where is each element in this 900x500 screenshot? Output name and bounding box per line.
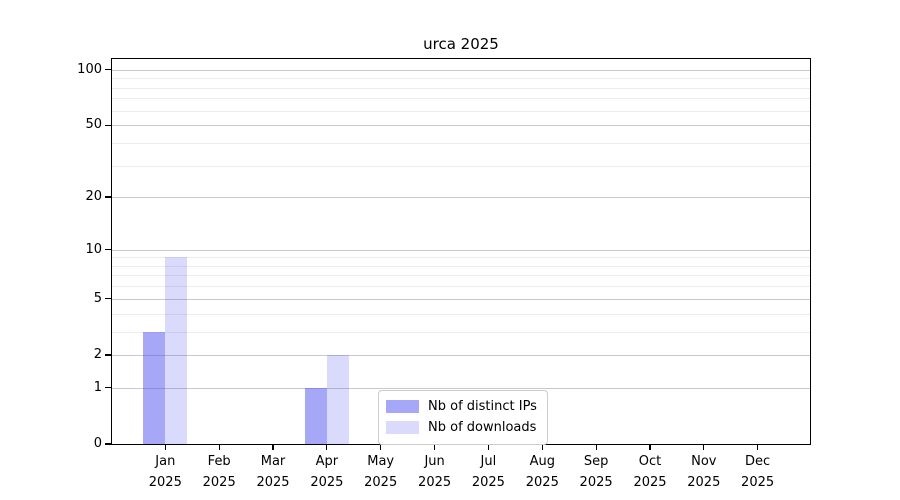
x-tick-mark bbox=[541, 444, 543, 450]
x-tick-label: Feb 2025 bbox=[191, 452, 247, 493]
x-tick-label: Sep 2025 bbox=[568, 452, 624, 493]
x-tick-year: 2025 bbox=[418, 474, 452, 490]
minor-gridline bbox=[112, 165, 810, 167]
x-tick-mark bbox=[164, 444, 166, 450]
x-tick-year: 2025 bbox=[633, 474, 667, 490]
x-tick-mark bbox=[380, 444, 382, 450]
y-tick-mark bbox=[105, 298, 112, 300]
y-tick-mark bbox=[105, 443, 112, 445]
plot-area: 0 1 2 5 10 20 50 100 Jan 2025 Feb 2025 Mar 2025 Apr 202… bbox=[77, 58, 811, 490]
major-gridline bbox=[112, 354, 810, 356]
y-tick-mark bbox=[105, 248, 112, 251]
x-tick-year: 2025 bbox=[579, 474, 613, 490]
x-tick-month: Nov bbox=[691, 454, 717, 469]
x-tick-year: 2025 bbox=[148, 474, 182, 490]
bar-downloads bbox=[165, 257, 188, 444]
x-tick-year: 2025 bbox=[741, 474, 775, 490]
legend-item: Nb of downloads bbox=[386, 417, 537, 438]
x-tick-month: May bbox=[367, 454, 395, 469]
minor-gridline bbox=[112, 142, 810, 144]
legend-item: Nb of distinct IPs bbox=[386, 396, 537, 417]
x-tick-label: Jan 2025 bbox=[137, 452, 193, 493]
y-tick-label: 50 bbox=[85, 117, 102, 133]
minor-gridline bbox=[112, 313, 810, 315]
major-gridline bbox=[112, 197, 810, 199]
x-tick-label: Jul 2025 bbox=[460, 452, 516, 493]
minor-gridline bbox=[112, 265, 810, 267]
legend: Nb of distinct IPs Nb of downloads bbox=[378, 390, 548, 445]
minor-gridline bbox=[112, 87, 810, 89]
minor-gridline bbox=[112, 257, 810, 259]
x-tick-mark bbox=[326, 444, 328, 450]
legend-label: Nb of distinct IPs bbox=[428, 399, 537, 414]
legend-swatch bbox=[386, 421, 419, 434]
x-tick-month: Feb bbox=[207, 454, 231, 469]
minor-gridline bbox=[112, 331, 810, 333]
x-tick-mark bbox=[272, 444, 274, 450]
y-tick-mark bbox=[105, 387, 112, 389]
x-tick-month: Dec bbox=[745, 454, 771, 469]
x-tick-month: Mar bbox=[260, 454, 286, 469]
x-tick-month: Aug bbox=[529, 454, 555, 469]
y-tick-label: 5 bbox=[93, 290, 102, 306]
x-tick-label: Jun 2025 bbox=[407, 452, 463, 493]
x-tick-label: Oct 2025 bbox=[622, 452, 678, 493]
y-tick-label: 100 bbox=[77, 61, 102, 77]
major-gridline bbox=[112, 125, 810, 127]
y-tick-mark bbox=[105, 69, 112, 71]
x-tick-mark bbox=[703, 444, 705, 450]
major-gridline bbox=[112, 69, 810, 71]
x-tick-year: 2025 bbox=[364, 474, 398, 490]
x-tick-year: 2025 bbox=[525, 474, 559, 490]
x-tick-year: 2025 bbox=[202, 474, 236, 490]
legend-label: Nb of downloads bbox=[428, 420, 537, 435]
x-tick-label: Dec 2025 bbox=[730, 452, 786, 493]
x-tick-month: Oct bbox=[638, 454, 662, 469]
x-tick-month: Jun bbox=[424, 454, 445, 469]
x-tick-label: Aug 2025 bbox=[514, 452, 570, 493]
x-tick-mark bbox=[487, 444, 490, 450]
y-tick-label: 1 bbox=[93, 379, 102, 395]
y-tick-label: 0 bbox=[93, 436, 102, 451]
x-tick-year: 2025 bbox=[310, 474, 344, 490]
x-tick-year: 2025 bbox=[687, 474, 721, 490]
x-tick-label: May 2025 bbox=[353, 452, 409, 493]
x-tick-label: Mar 2025 bbox=[245, 452, 301, 493]
x-tick-mark bbox=[595, 444, 597, 450]
minor-gridline bbox=[112, 286, 810, 288]
x-tick-year: 2025 bbox=[256, 474, 290, 490]
x-tick-month: Sep bbox=[583, 454, 609, 469]
y-tick-mark bbox=[105, 196, 112, 198]
x-tick-label: Apr 2025 bbox=[299, 452, 355, 493]
x-tick-mark bbox=[757, 444, 759, 450]
x-tick-mark bbox=[433, 444, 436, 450]
major-gridline bbox=[112, 387, 810, 389]
legend-swatch bbox=[386, 400, 419, 413]
bar-downloads bbox=[326, 354, 349, 444]
major-gridline bbox=[112, 298, 810, 300]
x-tick-mark bbox=[649, 444, 651, 450]
x-tick-month: Apr bbox=[315, 454, 339, 469]
x-tick-mark bbox=[218, 444, 220, 450]
minor-gridline bbox=[112, 98, 810, 100]
x-tick-month: Jan bbox=[155, 454, 176, 469]
y-tick-mark bbox=[105, 354, 112, 356]
bar-distinct-ips bbox=[143, 331, 166, 444]
minor-gridline bbox=[112, 110, 810, 112]
y-tick-label: 10 bbox=[85, 241, 102, 257]
y-tick-label: 2 bbox=[93, 346, 102, 362]
y-tick-mark bbox=[105, 124, 112, 126]
y-tick-label: 20 bbox=[85, 189, 102, 205]
minor-gridline bbox=[112, 275, 810, 277]
chart-title: urca 2025 bbox=[423, 35, 499, 53]
major-gridline bbox=[112, 249, 810, 251]
bar-distinct-ips bbox=[304, 387, 327, 444]
x-tick-label: Nov 2025 bbox=[676, 452, 732, 493]
x-tick-year: 2025 bbox=[471, 474, 505, 490]
minor-gridline bbox=[112, 78, 810, 80]
x-tick-month: Jul bbox=[480, 454, 497, 469]
